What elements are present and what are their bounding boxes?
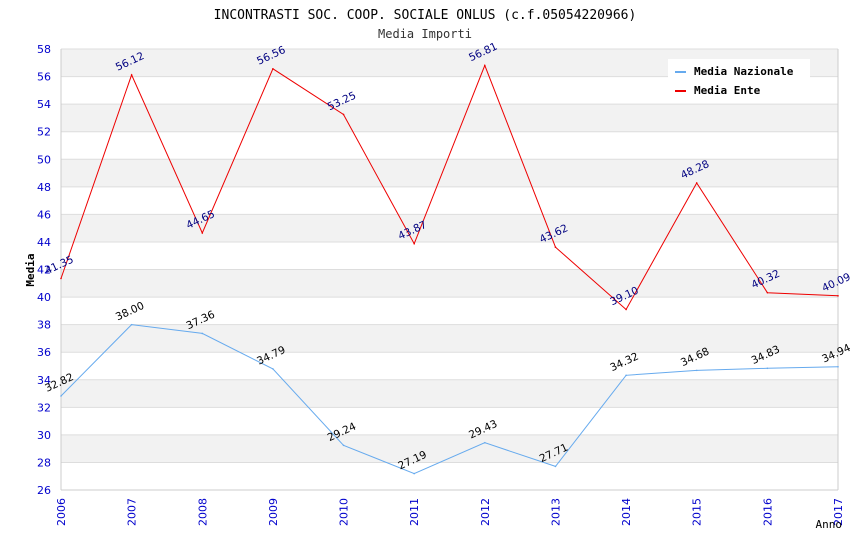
y-tick-label: 52 bbox=[37, 126, 51, 139]
x-tick-label: 2006 bbox=[55, 498, 68, 526]
data-point bbox=[272, 68, 274, 70]
data-point bbox=[201, 332, 204, 335]
data-point bbox=[625, 308, 627, 311]
legend-entry: Media Ente bbox=[694, 84, 761, 97]
y-tick-label: 32 bbox=[37, 401, 51, 414]
data-point bbox=[554, 246, 557, 248]
data-point bbox=[60, 277, 62, 280]
x-tick-label: 2009 bbox=[267, 498, 280, 526]
y-tick-label: 28 bbox=[37, 456, 51, 469]
y-tick-label: 56 bbox=[37, 71, 51, 84]
grid-band bbox=[61, 379, 838, 408]
series-lines bbox=[60, 64, 839, 475]
grid-band bbox=[61, 269, 838, 298]
data-point bbox=[695, 182, 698, 184]
data-point bbox=[766, 367, 769, 370]
data-point bbox=[695, 369, 698, 372]
data-point bbox=[130, 74, 133, 76]
grid-band bbox=[61, 324, 838, 353]
y-tick-label: 36 bbox=[37, 346, 51, 359]
chart-title: INCONTRASTI SOC. COOP. SOCIALE ONLUS (c.… bbox=[214, 8, 637, 23]
x-tick-label: 2008 bbox=[196, 498, 209, 526]
x-tick-label: 2010 bbox=[338, 498, 351, 526]
y-tick-label: 50 bbox=[37, 153, 51, 166]
grid-band bbox=[61, 214, 838, 242]
data-point bbox=[413, 242, 415, 245]
x-tick-label: 2015 bbox=[691, 498, 704, 526]
grid-band bbox=[61, 462, 838, 490]
y-tick-label: 34 bbox=[37, 374, 51, 387]
data-point bbox=[837, 365, 839, 368]
x-tick-label: 2017 bbox=[832, 498, 845, 526]
data-point bbox=[413, 472, 415, 475]
legend: Media Nazionale Media Ente bbox=[668, 59, 810, 103]
y-tick-label: 44 bbox=[37, 236, 51, 249]
y-tick-label: 54 bbox=[37, 98, 51, 111]
data-point bbox=[201, 232, 204, 234]
x-tick-label: 2011 bbox=[408, 498, 421, 526]
data-point bbox=[60, 395, 62, 397]
data-point bbox=[484, 64, 486, 67]
y-tick-label: 48 bbox=[37, 181, 51, 194]
x-axis-ticks: 2006 2007 2008 2009 2010 2011 2012 2013 2014 2015… bbox=[55, 498, 845, 526]
grid-band bbox=[61, 352, 838, 380]
data-point bbox=[554, 465, 557, 468]
series-line bbox=[60, 324, 839, 475]
x-tick-label: 2016 bbox=[761, 498, 774, 526]
data-point bbox=[342, 444, 345, 447]
legend-entry: Media Nazionale bbox=[694, 65, 794, 78]
y-tick-label: 40 bbox=[37, 291, 51, 304]
y-tick-label: 38 bbox=[37, 319, 51, 332]
x-tick-label: 2014 bbox=[620, 498, 633, 526]
data-point bbox=[625, 374, 627, 377]
y-axis-label: Media bbox=[24, 253, 37, 286]
x-tick-label: 2007 bbox=[126, 498, 139, 526]
data-point bbox=[272, 368, 274, 370]
x-tick-label: 2012 bbox=[479, 498, 492, 526]
y-tick-label: 42 bbox=[37, 264, 51, 277]
grid-band bbox=[61, 241, 838, 270]
grid-band bbox=[61, 297, 838, 325]
data-point bbox=[766, 291, 769, 294]
y-tick-label: 46 bbox=[37, 208, 51, 221]
grid-band bbox=[61, 104, 838, 132]
x-axis-label: Anno bbox=[816, 518, 843, 531]
grid-band bbox=[61, 186, 838, 215]
plot-grid-bands bbox=[60, 48, 839, 491]
grid-band bbox=[61, 407, 838, 435]
data-point bbox=[837, 295, 839, 297]
y-tick-label: 58 bbox=[37, 43, 51, 56]
legend-box bbox=[668, 59, 810, 103]
y-axis-ticks: 26 28 30 32 34 36 38 40 42 44 46 48 50 52 54 56 58 bbox=[37, 43, 51, 497]
data-point bbox=[484, 441, 486, 444]
chart-subtitle: Media Importi bbox=[378, 27, 472, 41]
y-tick-label: 30 bbox=[37, 429, 51, 442]
data-point bbox=[342, 113, 345, 116]
y-tick-label: 26 bbox=[37, 484, 51, 497]
x-tick-label: 2013 bbox=[549, 498, 562, 526]
series-line bbox=[60, 64, 839, 311]
data-point bbox=[130, 323, 133, 326]
grid-band bbox=[61, 159, 838, 187]
